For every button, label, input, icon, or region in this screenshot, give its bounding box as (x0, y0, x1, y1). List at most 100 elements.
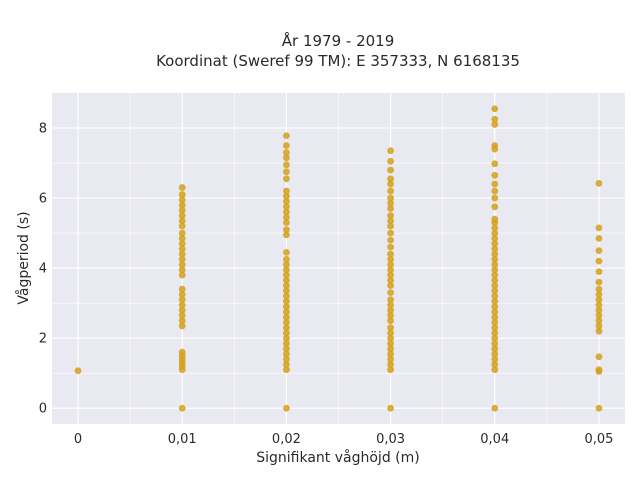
scatter-point (283, 319, 290, 326)
scatter-point (387, 180, 394, 188)
scatter-point (283, 271, 290, 279)
scatter-point (491, 287, 499, 295)
scatter-point (491, 340, 499, 347)
x-axis-label: Signifikant våghöjd (m) (256, 449, 419, 466)
scatter-point (595, 257, 603, 265)
scatter-point (387, 361, 394, 368)
scatter-point (491, 313, 499, 321)
scatter-point (178, 317, 186, 325)
scatter-point (595, 327, 603, 335)
scatter-point (595, 296, 603, 304)
scatter-point (387, 250, 394, 258)
x-tick-label: 0,04 (480, 432, 509, 447)
x-tick-label: 0,02 (272, 432, 301, 447)
scatter-point (178, 266, 186, 274)
scatter-point (491, 234, 499, 242)
scatter-point (387, 271, 394, 279)
scatter-point (491, 355, 499, 363)
scatter-point (283, 142, 290, 149)
scatter-point (283, 324, 290, 332)
scatter-point (283, 313, 290, 321)
scatter-point (283, 149, 290, 156)
scatter-point (491, 350, 499, 358)
scatter-point (387, 255, 394, 263)
scatter-point (387, 340, 394, 347)
scatter-point (387, 261, 394, 269)
y-tick-label: 4 (39, 262, 47, 277)
scatter-point (178, 285, 186, 293)
scatter-point (178, 196, 186, 204)
scatter-point (595, 179, 603, 187)
scatter-point (283, 255, 290, 263)
scatter-point (283, 198, 290, 205)
scatter-point (178, 306, 186, 314)
scatter-point (283, 350, 290, 358)
scatter-point (387, 212, 394, 219)
y-axis-label: Vågperiod (s) (15, 211, 32, 304)
scatter-point (595, 404, 603, 412)
scatter-point (595, 268, 603, 276)
scatter-point (491, 276, 499, 284)
scatter-point (387, 350, 394, 358)
scatter-point (491, 115, 499, 123)
scatter-point (595, 366, 603, 374)
scatter-point (595, 247, 603, 255)
data-points (74, 105, 603, 412)
scatter-point (178, 184, 186, 191)
scatter-point (178, 217, 186, 225)
scatter-point (178, 245, 186, 253)
scatter-point (491, 245, 499, 253)
scatter-point (283, 261, 290, 269)
scatter-point (387, 276, 394, 284)
scatter-point (595, 353, 603, 361)
scatter-point (491, 303, 499, 311)
scatter-point (283, 329, 290, 337)
scatter-point (595, 306, 603, 314)
scatter-point (387, 187, 394, 195)
scatter-point (387, 205, 394, 212)
x-tick-label: 0 (74, 432, 82, 447)
scatter-point (491, 255, 499, 263)
scatter-point (387, 194, 394, 202)
scatter-point (387, 266, 394, 274)
scatter-point (595, 234, 603, 242)
scatter-point (491, 298, 499, 305)
scatter-point (283, 340, 290, 347)
scatter-point (387, 334, 394, 342)
scatter-point (387, 329, 394, 337)
scatter-point (283, 154, 290, 162)
scatter-point (491, 266, 499, 274)
scatter-point (491, 334, 499, 342)
scatter-point (491, 229, 499, 237)
scatter-point (491, 250, 499, 258)
scatter-point (387, 236, 394, 244)
scatter-point (491, 171, 499, 179)
scatter-point (74, 367, 82, 375)
scatter-point (387, 355, 394, 363)
y-tick-label: 0 (39, 402, 47, 417)
scatter-point (283, 231, 290, 239)
scatter-point (491, 224, 499, 232)
scatter-point (283, 161, 290, 169)
scatter-point (387, 404, 394, 412)
scatter-point (491, 366, 499, 374)
y-tick-label: 2 (39, 332, 47, 347)
scatter-point (491, 160, 499, 168)
scatter-point (283, 366, 290, 374)
scatter-point (595, 285, 603, 293)
scatter-point (491, 319, 499, 326)
scatter-point (387, 243, 394, 251)
scatter-point (387, 306, 394, 314)
chart-subtitle: Koordinat (Sweref 99 TM): E 357333, N 61… (156, 52, 520, 70)
x-tick-label: 0,05 (584, 432, 613, 447)
scatter-point (595, 301, 603, 309)
scatter-point (178, 250, 186, 258)
scatter-point (387, 289, 394, 297)
chart-title: År 1979 - 2019 (282, 31, 395, 50)
x-tick-label: 0,03 (376, 432, 405, 447)
scatter-point (387, 317, 394, 325)
scatter-point (178, 240, 186, 248)
scatter-point (178, 212, 186, 219)
scatter-point (178, 234, 186, 242)
scatter-point (595, 278, 603, 286)
